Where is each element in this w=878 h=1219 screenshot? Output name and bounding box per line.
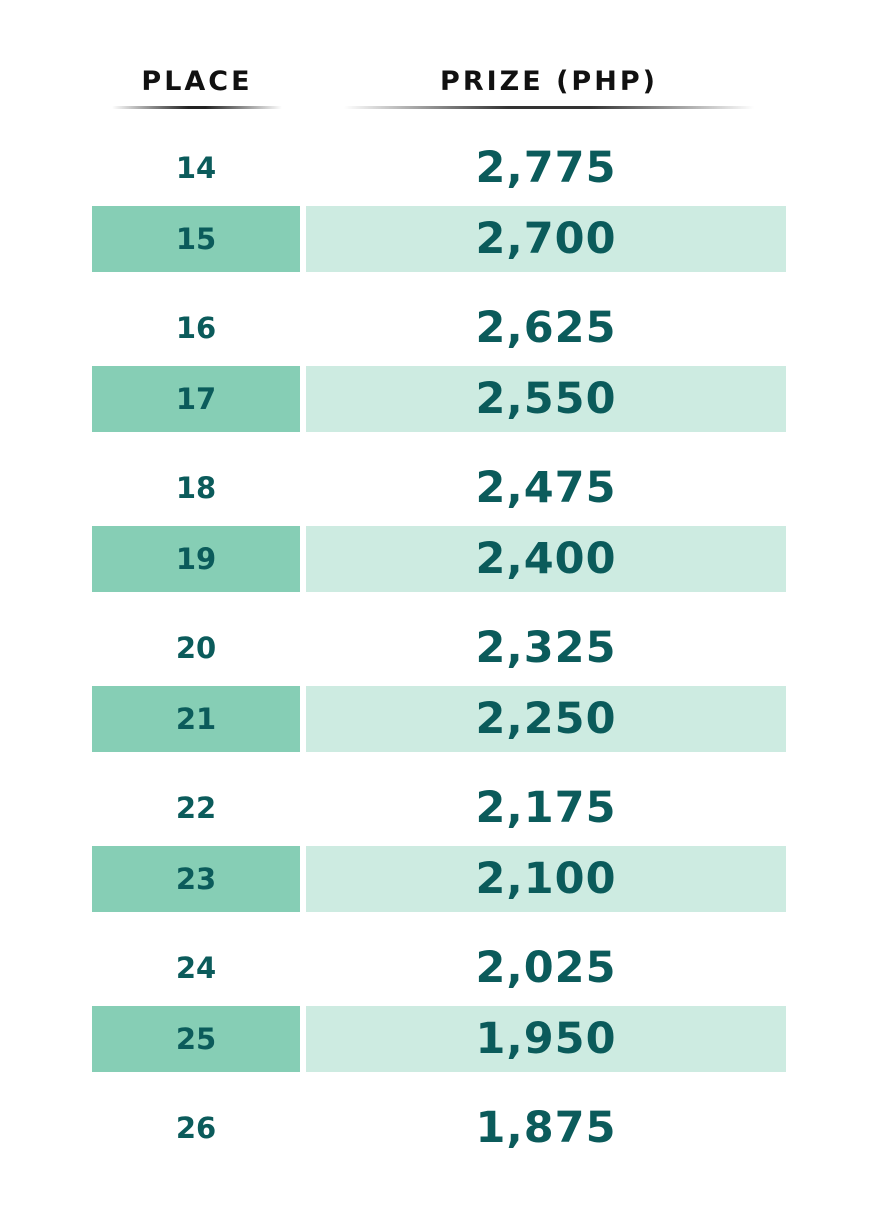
place-cell: 25 xyxy=(92,1006,300,1072)
prize-cell: 1,875 xyxy=(475,1103,617,1153)
table-row: 22 2,175 xyxy=(92,766,786,846)
place-cell: 18 xyxy=(175,471,217,505)
place-cell: 19 xyxy=(92,526,300,592)
place-header-underline xyxy=(112,106,282,109)
table-row: 14 2,775 xyxy=(92,126,786,206)
table-row: 21 2,250 xyxy=(92,686,786,766)
prize-cell: 2,475 xyxy=(475,463,617,513)
place-cell: 22 xyxy=(175,791,217,825)
prize-column-header: PRIZE (PHP) xyxy=(440,66,658,97)
table-row: 17 2,550 xyxy=(92,366,786,446)
table-row: 19 2,400 xyxy=(92,526,786,606)
table-row: 16 2,625 xyxy=(92,286,786,366)
place-cell: 15 xyxy=(92,206,300,272)
table-row: 15 2,700 xyxy=(92,206,786,286)
prize-cell: 2,250 xyxy=(306,686,786,752)
place-cell: 23 xyxy=(92,846,300,912)
prize-cell: 2,025 xyxy=(475,943,617,993)
place-cell: 20 xyxy=(175,631,217,665)
prize-cell: 2,100 xyxy=(306,846,786,912)
place-cell: 16 xyxy=(175,311,217,345)
prize-table: 14 2,775 15 2,700 16 2,625 17 2,550 18 2… xyxy=(92,126,786,1166)
place-cell: 26 xyxy=(175,1111,217,1145)
table-row: 26 1,875 xyxy=(92,1086,786,1166)
prize-header-underline xyxy=(344,106,754,109)
prize-cell: 2,325 xyxy=(475,623,617,673)
prize-cell: 2,700 xyxy=(306,206,786,272)
table-row: 20 2,325 xyxy=(92,606,786,686)
table-row: 24 2,025 xyxy=(92,926,786,1006)
prize-cell: 1,950 xyxy=(306,1006,786,1072)
place-cell: 24 xyxy=(175,951,217,985)
prize-cell: 2,550 xyxy=(306,366,786,432)
table-row: 25 1,950 xyxy=(92,1006,786,1086)
table-row: 18 2,475 xyxy=(92,446,786,526)
prize-cell: 2,400 xyxy=(306,526,786,592)
place-cell: 21 xyxy=(92,686,300,752)
place-column-header: PLACE xyxy=(141,66,253,97)
place-cell: 17 xyxy=(92,366,300,432)
prize-cell: 2,625 xyxy=(475,303,617,353)
prize-cell: 2,175 xyxy=(475,783,617,833)
table-row: 23 2,100 xyxy=(92,846,786,926)
place-cell: 14 xyxy=(175,151,217,185)
prize-cell: 2,775 xyxy=(475,143,617,193)
